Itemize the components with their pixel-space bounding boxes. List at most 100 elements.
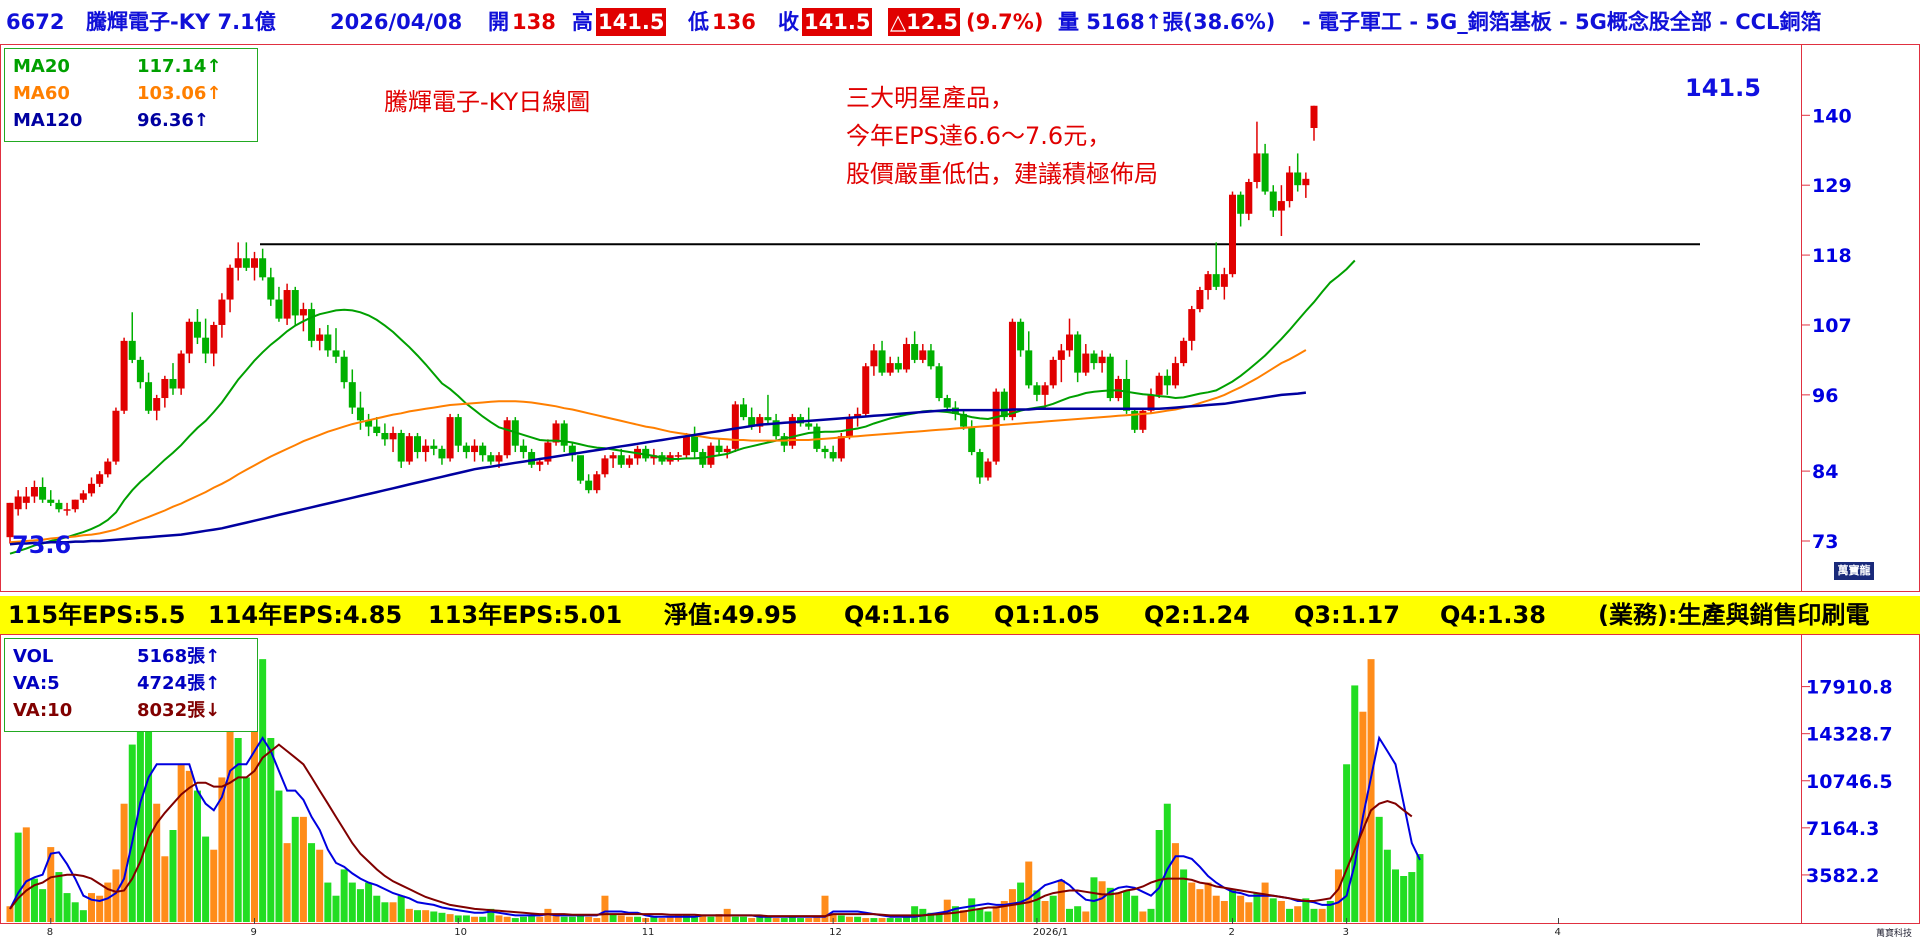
- candle-body: [14, 496, 22, 510]
- candle-body: [935, 366, 943, 399]
- volume-tick-label: 3582.2: [1806, 865, 1879, 887]
- volume-bar: [1383, 849, 1391, 922]
- volume-bar: [951, 906, 959, 922]
- candle-body: [821, 448, 829, 453]
- candle-body: [1106, 356, 1114, 399]
- volume-bar: [1114, 893, 1122, 922]
- volume-bar: [267, 738, 275, 922]
- candle-body: [348, 382, 356, 408]
- volume-bar: [1025, 861, 1033, 922]
- volume-bar: [609, 914, 617, 922]
- candle-body: [283, 290, 291, 319]
- volume-bar: [1180, 869, 1188, 922]
- brand-logo: 萬寶龍: [1834, 562, 1874, 580]
- volume-bar: [585, 916, 593, 922]
- volume-bar: [1163, 803, 1171, 922]
- candle-body: [22, 496, 30, 503]
- volume-bar: [1261, 882, 1269, 922]
- candle-body: [487, 455, 495, 462]
- eps-item: 115年EPS:5.5: [8, 601, 186, 629]
- volume-bar: [764, 916, 772, 922]
- volume-bar: [1123, 890, 1131, 922]
- candle-body: [1220, 274, 1228, 287]
- candle-body: [316, 334, 324, 341]
- volume-bar: [88, 893, 95, 922]
- candle-body: [1212, 274, 1220, 287]
- volume-bar: [1286, 908, 1294, 922]
- candle-body: [813, 426, 821, 449]
- volume-bar: [1220, 900, 1228, 922]
- candle-body: [1033, 385, 1041, 395]
- candle-body: [405, 436, 413, 462]
- candle-body: [169, 378, 177, 389]
- candle-body: [381, 432, 389, 440]
- candle-body: [764, 417, 772, 421]
- candle-body: [104, 461, 112, 475]
- volume-bar: [259, 659, 267, 922]
- candle-body: [805, 423, 813, 427]
- eps-item: 114年EPS:4.85: [208, 601, 403, 629]
- volume-bar: [740, 916, 747, 922]
- volume-panel: [0, 634, 1802, 924]
- candle-body: [422, 445, 430, 453]
- candle-body: [919, 350, 927, 360]
- candle-body: [1237, 194, 1245, 214]
- candle-body: [291, 290, 299, 316]
- price-chart: 73 84 96 107 118 129 140 141.5 73.6: [6, 74, 1852, 559]
- volume-bar: [984, 911, 992, 922]
- volume-bar: [601, 895, 609, 922]
- candle-body: [1277, 201, 1285, 211]
- candle-body: [552, 423, 560, 443]
- candle-body: [1066, 334, 1073, 351]
- volume-bar: [1367, 659, 1375, 922]
- volume-bar: [1334, 869, 1342, 922]
- volume-bar: [1245, 902, 1253, 922]
- volume-bar: [1343, 764, 1351, 922]
- candle-body: [414, 436, 421, 453]
- candle-body: [528, 452, 536, 465]
- va5-legend: VA:5 4724張↑: [13, 673, 221, 694]
- volume-bar: [1155, 830, 1163, 922]
- ma120-legend: MA120 96.36↑: [13, 110, 210, 131]
- volume-bar: [169, 830, 177, 922]
- volume-bar: [471, 916, 479, 922]
- candle-body: [1025, 350, 1033, 386]
- candle-body: [601, 458, 609, 475]
- candle-body: [544, 442, 552, 462]
- volume-bar: [788, 916, 796, 922]
- volume-bar: [1106, 887, 1114, 922]
- quote-date: 2026/04/08: [330, 10, 463, 34]
- volume-bar: [136, 711, 144, 922]
- candle-body: [446, 417, 454, 459]
- candle-body: [202, 337, 210, 354]
- chart-title: 騰輝電子-KY日線圖: [384, 88, 591, 116]
- volume-bar: [161, 856, 169, 922]
- candle-body: [837, 436, 845, 459]
- candle-body: [1057, 350, 1065, 360]
- volume-bar: [1049, 895, 1057, 922]
- volume-bar: [837, 915, 845, 922]
- low-value: 136: [712, 10, 756, 34]
- month-label: 9: [251, 927, 257, 938]
- candle-body: [715, 445, 723, 453]
- candle-body: [903, 344, 910, 370]
- eps-item: Q3:1.17: [1294, 601, 1400, 629]
- candle-body: [471, 445, 479, 453]
- volume-bar: [39, 889, 47, 922]
- close-label: 收: [778, 10, 799, 34]
- volume-bar: [1171, 843, 1179, 922]
- volume-bar: [927, 912, 935, 922]
- ma60-line: [9, 349, 1307, 544]
- volume-legend: VOL 5168張↑ VA:5 4724張↑ VA:10 8032張↓: [4, 638, 258, 732]
- candle-body: [723, 448, 731, 453]
- volume-bar: [886, 918, 894, 922]
- candle-body: [136, 359, 144, 383]
- month-label: 2026/1: [1033, 927, 1068, 938]
- candle-body: [560, 423, 568, 446]
- volume-bar: [862, 918, 870, 922]
- volume-bar: [422, 910, 430, 922]
- candle-body: [845, 417, 853, 437]
- price-tick-label: 118: [1812, 245, 1852, 267]
- candle-body: [1269, 191, 1277, 211]
